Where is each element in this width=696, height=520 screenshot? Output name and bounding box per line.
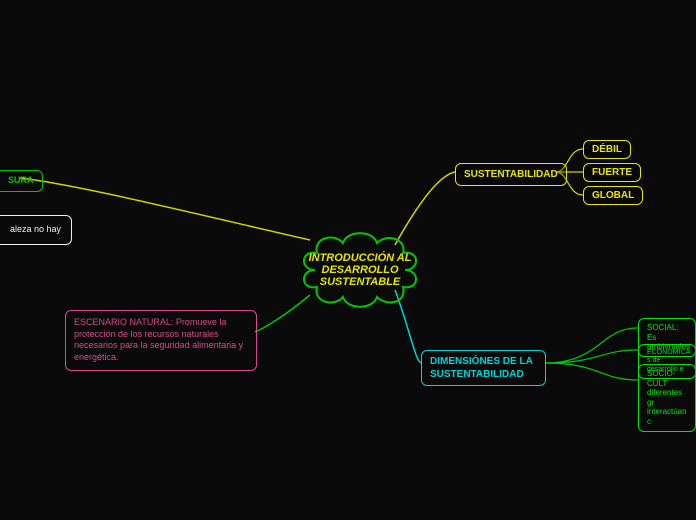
node-label: aleza no hay — [10, 224, 61, 234]
node-label: ESCENARIO NATURAL: Promueve la protecció… — [74, 317, 243, 362]
node-label: DIMENSIÓNES DE LA SUSTENTABILIDAD — [430, 356, 532, 380]
node-label: SOCIO-CULT diferentes gr interactúan c — [647, 369, 687, 426]
node-label: DÉBIL — [592, 144, 622, 155]
node-label: SURA — [8, 175, 34, 185]
node-sustentabilidad[interactable]: SUSTENTABILIDAD — [455, 163, 567, 186]
node-label: SUSTENTABILIDAD — [464, 169, 558, 180]
node-dimensiones[interactable]: DIMENSIÓNES DE LA SUSTENTABILIDAD — [421, 350, 546, 386]
node-dim-sociocult[interactable]: SOCIO-CULT diferentes gr interactúan c — [638, 364, 696, 432]
node-label: FUERTE — [592, 167, 632, 178]
mindmap-canvas: INTRODUCCIÓN AL DESARROLLO SUSTENTABLE S… — [0, 0, 696, 520]
central-node[interactable]: INTRODUCCIÓN AL DESARROLLO SUSTENTABLE — [295, 225, 425, 315]
node-escenario[interactable]: ESCENARIO NATURAL: Promueve la protecció… — [65, 310, 257, 371]
central-label: INTRODUCCIÓN AL DESARROLLO SUSTENTABLE — [295, 252, 425, 288]
node-left-white[interactable]: aleza no hay — [0, 215, 72, 245]
node-fuerte[interactable]: FUERTE — [583, 163, 641, 182]
node-global[interactable]: GLOBAL — [583, 186, 643, 205]
node-label: GLOBAL — [592, 190, 634, 201]
node-debil[interactable]: DÉBIL — [583, 140, 631, 159]
node-left-green[interactable]: SURA — [0, 170, 43, 192]
